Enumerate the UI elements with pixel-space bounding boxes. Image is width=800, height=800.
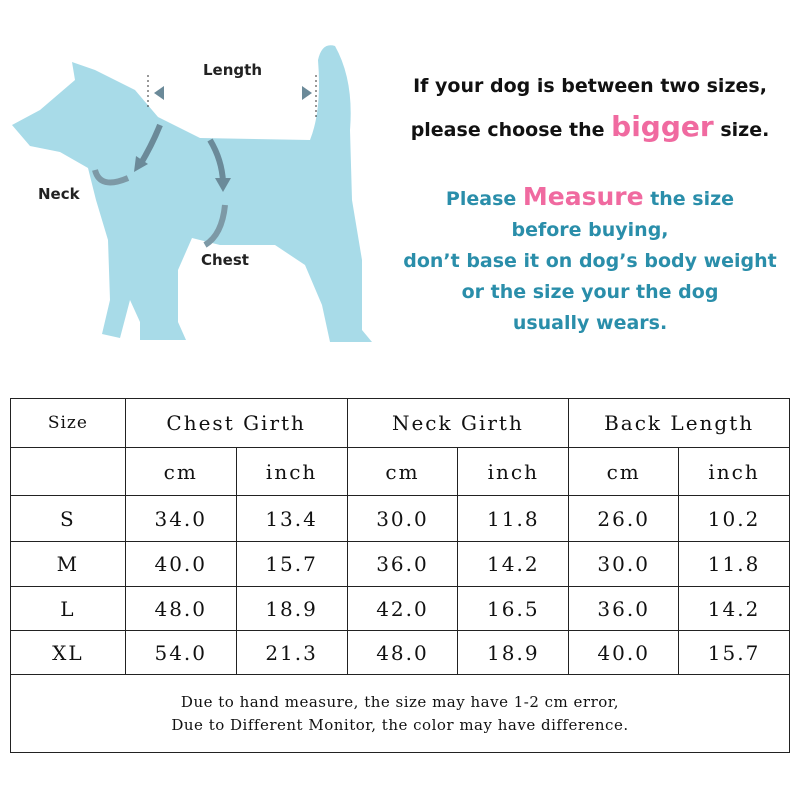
unit-header: inch	[235, 447, 348, 496]
value-cell: 18.9	[235, 586, 348, 631]
group-header: Neck Girth	[346, 398, 570, 448]
group-header: Back Length	[568, 398, 790, 448]
size-cell: L	[10, 586, 126, 631]
size-table: Size Chest Girth Neck Girth Back Length …	[10, 398, 790, 753]
value-cell: 18.9	[457, 630, 570, 675]
text: please choose the	[410, 119, 605, 141]
notice-line-6: or the size your the dog	[461, 281, 719, 303]
text: Please	[445, 188, 517, 210]
value-cell: 48.0	[346, 630, 459, 675]
value-cell: 14.2	[678, 586, 790, 631]
notice-line-1: If your dog is between two sizes,	[413, 75, 767, 97]
measure-highlight: Measure	[522, 182, 644, 211]
value-cell: 11.8	[678, 541, 790, 587]
measure-line: Please Measure the size	[385, 182, 795, 211]
value-cell: 40.0	[124, 541, 237, 587]
table-row: L 48.0 18.9 42.0 16.5 36.0 14.2	[10, 586, 790, 631]
size-cell: M	[10, 541, 126, 587]
value-cell: 21.3	[235, 630, 348, 675]
header-row: Size Chest Girth Neck Girth Back Length	[10, 398, 790, 448]
notice-line-2: please choose the bigger size.	[385, 110, 795, 143]
table-row: S 34.0 13.4 30.0 11.8 26.0 10.2	[10, 495, 790, 542]
disclaimer: Due to hand measure, the size may have 1…	[10, 674, 790, 753]
note-line-1: Due to hand measure, the size may have 1…	[180, 692, 620, 711]
value-cell: 30.0	[346, 495, 459, 542]
unit-header: cm	[346, 447, 459, 496]
dog-measurement-diagram	[12, 45, 372, 342]
unit-header: inch	[678, 447, 790, 496]
value-cell: 26.0	[568, 495, 680, 542]
unit-header: cm	[124, 447, 237, 496]
value-cell: 36.0	[568, 586, 680, 631]
empty-cell	[10, 447, 126, 496]
neck-label: Neck	[38, 185, 80, 203]
value-cell: 15.7	[678, 630, 790, 675]
note-line-2: Due to Different Monitor, the color may …	[171, 715, 629, 734]
value-cell: 15.7	[235, 541, 348, 587]
value-cell: 48.0	[124, 586, 237, 631]
unit-header: cm	[568, 447, 680, 496]
value-cell: 40.0	[568, 630, 680, 675]
bigger-highlight: bigger	[611, 110, 714, 143]
size-cell: XL	[10, 630, 126, 675]
value-cell: 16.5	[457, 586, 570, 631]
value-cell: 11.8	[457, 495, 570, 542]
notice-line-4: before buying,	[511, 219, 669, 241]
value-cell: 13.4	[235, 495, 348, 542]
text: the size	[650, 188, 735, 210]
value-cell: 42.0	[346, 586, 459, 631]
value-cell: 54.0	[124, 630, 237, 675]
value-cell: 14.2	[457, 541, 570, 587]
value-cell: 36.0	[346, 541, 459, 587]
value-cell: 34.0	[124, 495, 237, 542]
table-row: XL 54.0 21.3 48.0 18.9 40.0 15.7	[10, 630, 790, 675]
dog-silhouette	[12, 45, 372, 342]
unit-header: inch	[457, 447, 570, 496]
note-row: Due to hand measure, the size may have 1…	[10, 674, 790, 753]
size-header: Size	[10, 398, 126, 448]
text: size.	[720, 119, 770, 141]
value-cell: 30.0	[568, 541, 680, 587]
value-cell: 10.2	[678, 495, 790, 542]
size-cell: S	[10, 495, 126, 542]
notice-line-5: don’t base it on dog’s body weight	[403, 250, 777, 272]
length-label: Length	[203, 61, 262, 79]
table-row: M 40.0 15.7 36.0 14.2 30.0 11.8	[10, 541, 790, 587]
notice-line-7: usually wears.	[512, 312, 668, 334]
units-row: cm inch cm inch cm inch	[10, 447, 790, 496]
chest-label: Chest	[201, 251, 249, 269]
group-header: Chest Girth	[124, 398, 348, 448]
